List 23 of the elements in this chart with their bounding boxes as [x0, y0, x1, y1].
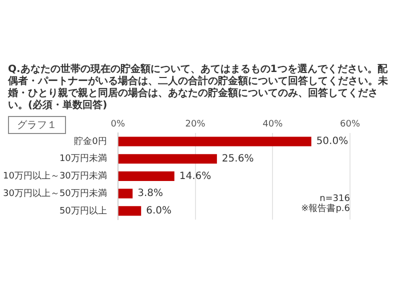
data-label: 14.6% [179, 170, 212, 182]
x-tick-label: 20% [185, 120, 206, 130]
y-tick-label: 10万円以上～30万円未満 [3, 170, 107, 182]
x-tick-label: 60% [340, 120, 360, 130]
bar [118, 154, 217, 164]
annotation: n=316 [320, 194, 350, 204]
bar [118, 188, 133, 198]
bar [118, 206, 142, 216]
bar [118, 136, 312, 146]
chart-title: Q.あなたの世帯の現在の貯金額について、あてはまるもの1つを選んでください。配偶者・パートナーがいる場合は、二人の合計の貯金額について回答してください。未婚・ひとり親で親と同居の場合は、あなたの貯金額についてのみ、回答してください。(必須・単数回答) [8, 64, 389, 112]
x-tick-label: 0% [110, 120, 126, 130]
data-label: 25.6% [222, 153, 254, 164]
y-tick-label: 10万円未満 [59, 153, 107, 164]
data-label: 50.0% [316, 136, 348, 148]
y-tick-label: 30万円以上～50万円未満 [3, 188, 107, 199]
y-tick-label: 貯金0円 [74, 136, 107, 147]
data-label: 3.8% [138, 188, 164, 200]
y-tick-label: 50万円以上 [59, 205, 107, 216]
x-tick-label: 40% [262, 120, 284, 130]
annotation: ※報告書p.6 [301, 202, 350, 214]
bar [118, 171, 174, 181]
text: グラフ１ [8, 116, 66, 134]
data-label: 6.0% [146, 206, 172, 217]
